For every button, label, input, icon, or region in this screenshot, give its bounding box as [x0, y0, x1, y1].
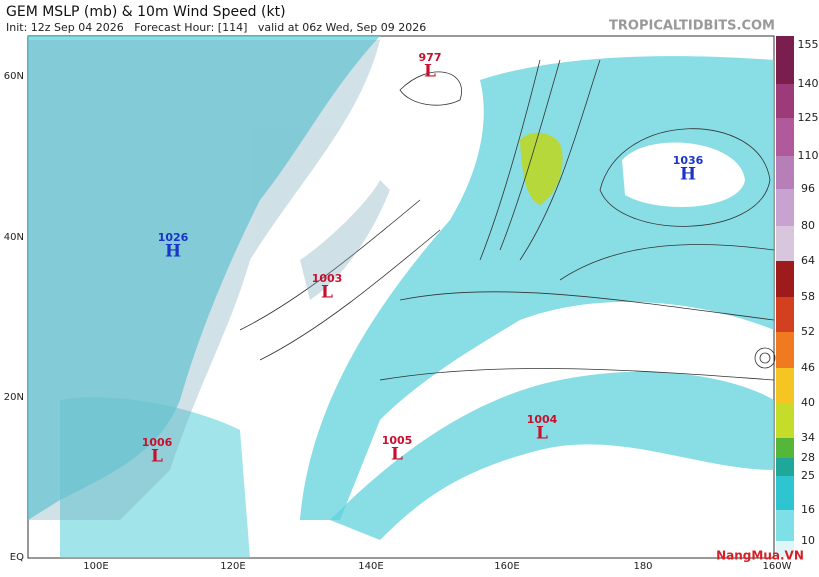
colorbar-segment [776, 118, 794, 156]
center-pressure: 1026 [158, 231, 189, 244]
colorbar-segment [776, 226, 794, 261]
wind-field [60, 397, 250, 558]
colorbar-label: 34 [801, 431, 815, 444]
land [28, 40, 390, 520]
colorbar-label: 110 [798, 149, 819, 162]
colorbar-segment [776, 332, 794, 368]
colorbar-segment [776, 297, 794, 332]
colorbar-label: 52 [801, 325, 815, 338]
colorbar-segment [776, 510, 794, 541]
colorbar-label: 155 [798, 38, 819, 51]
colorbar-label: 25 [801, 469, 815, 482]
latitude-label: 20N [4, 392, 24, 403]
calm-area [622, 142, 745, 207]
center-pressure: 1006 [142, 436, 173, 449]
colorbar-segment [776, 156, 794, 189]
longitude-label: 180 [633, 561, 652, 572]
center-letter: H [165, 242, 181, 262]
colorbar-label: 28 [801, 451, 815, 464]
center-pressure: 1003 [312, 272, 343, 285]
center-pressure: 1036 [673, 154, 704, 167]
colorbar-segment [776, 403, 794, 438]
colorbar-label: 125 [798, 111, 819, 124]
isobars [239, 59, 776, 381]
colorbar-label: 58 [801, 290, 815, 303]
longitude-label: 100E [83, 561, 108, 572]
longitude-label: 160E [494, 561, 519, 572]
latitude-label: EQ [10, 552, 24, 563]
center-pressure: 977 [419, 51, 442, 64]
latitude-labels: 60N 40N 20N EQ [4, 71, 24, 563]
center-letter: L [536, 424, 548, 444]
colorbar-label: 10 [801, 534, 815, 547]
longitude-label: 160W [763, 561, 792, 572]
title: GEM MSLP (mb) & 10m Wind Speed (kt) [6, 4, 286, 20]
center-letter: L [391, 445, 403, 465]
colorbar-segment [776, 541, 794, 557]
watermark: NangMua.VN [716, 549, 804, 563]
center-letter: L [424, 62, 436, 82]
center-pressure: 1004 [527, 413, 558, 426]
colorbar-label: 46 [801, 361, 815, 374]
colorbar-label: 16 [801, 503, 815, 516]
colorbar-label: 96 [801, 182, 815, 195]
subtitle: Init: 12z Sep 04 2026 Forecast Hour: [11… [6, 21, 426, 34]
longitude-labels: 100E 120E 140E 160E 180 160W [83, 561, 791, 572]
colorbar-label: 140 [798, 77, 819, 90]
longitude-label: 140E [358, 561, 383, 572]
colorbar-segment [776, 84, 794, 118]
colorbar-segment [776, 476, 794, 510]
colorbar-segment [776, 368, 794, 403]
colorbar-label: 40 [801, 396, 815, 409]
colorbar: 155 140 125 110 96 80 64 58 52 46 40 34 28 25 16 10 [776, 36, 819, 557]
colorbar-label: 80 [801, 219, 815, 232]
center-letter: H [680, 165, 696, 185]
wind-field [330, 371, 774, 540]
colorbar-segment [776, 458, 794, 476]
colorbar-label: 64 [801, 254, 815, 267]
source: TROPICALTIDBITS.COM [609, 19, 775, 34]
center-letter: L [321, 283, 333, 303]
wind-max [520, 132, 563, 205]
latitude-label: 60N [4, 71, 24, 82]
center-pressure: 1005 [382, 434, 413, 447]
colorbar-segment [776, 189, 794, 226]
colorbar-segment [776, 261, 794, 297]
center-letter: L [151, 447, 163, 467]
colorbar-segment [776, 438, 794, 458]
colorbar-segment [776, 36, 794, 84]
longitude-label: 120E [220, 561, 245, 572]
latitude-label: 40N [4, 232, 24, 243]
